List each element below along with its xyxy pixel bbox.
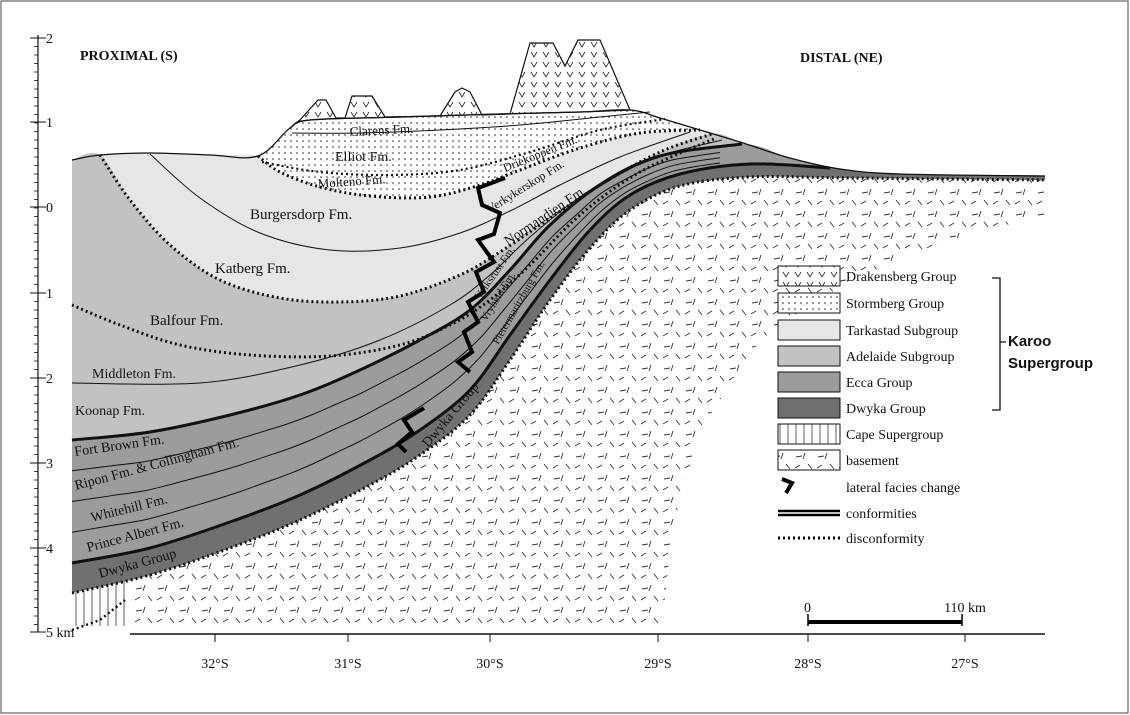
depth-label: 5 km — [46, 626, 75, 641]
legend-label: Ecca Group — [846, 376, 912, 391]
legend-label: disconformity — [846, 532, 925, 547]
distal-label: DISTAL (NE) — [800, 51, 883, 66]
formation-label: Katberg Fm. — [215, 261, 291, 277]
latitude-label: 32°S — [201, 657, 228, 672]
legend-label: Tarkastad Subgroup — [846, 324, 958, 339]
legend-swatch — [778, 266, 840, 286]
latitude-label: 29°S — [644, 657, 671, 672]
legend-swatch — [778, 398, 840, 418]
legend-label: conformities — [846, 507, 917, 522]
depth-label: 2 — [46, 372, 53, 387]
legend-swatch — [778, 293, 840, 313]
formation-label: Burgersdorp Fm. — [250, 207, 352, 223]
legend-label: basement — [846, 454, 899, 469]
bracket-label: Karoo — [1008, 333, 1051, 350]
legend-swatch — [778, 320, 840, 340]
legend-label: Stormberg Group — [846, 297, 944, 312]
depth-label: 1 — [46, 116, 53, 131]
formation-label: Balfour Fm. — [150, 313, 223, 329]
formation-label: Middleton Fm. — [92, 367, 176, 382]
depth-label: 0 — [46, 201, 53, 216]
legend-swatch — [778, 450, 840, 470]
proximal-label: PROXIMAL (S) — [80, 49, 178, 64]
latitude-label: 28°S — [794, 657, 821, 672]
body: PROXIMAL (S) DISTAL (NE) Clarens Fm.Elli… — [0, 0, 1130, 715]
latitude-label: 30°S — [476, 657, 503, 672]
legend-swatch — [778, 372, 840, 392]
formation-label: Koonap Fm. — [75, 404, 145, 419]
legend-label: Cape Supergroup — [846, 428, 943, 443]
legend-swatch — [778, 346, 840, 366]
bracket-label: Supergroup — [1008, 355, 1093, 372]
diagram: PROXIMAL (S) DISTAL (NE) Clarens Fm.Elli… — [0, 0, 1130, 715]
latitude-label: 31°S — [334, 657, 361, 672]
legend-label: Adelaide Subgroup — [846, 350, 954, 365]
formation-label: Elliot Fm. — [335, 150, 392, 165]
legend-label: Dwyka Group — [846, 402, 926, 417]
latitude-label: 27°S — [951, 657, 978, 672]
legend-swatch — [778, 424, 840, 444]
scale-start: 0 — [804, 601, 811, 616]
depth-label: 3 — [46, 457, 53, 472]
depth-label: 1 — [46, 287, 53, 302]
depth-label: 4 — [46, 542, 53, 557]
page: Karoo cross-section {"header": {"left": … — [0, 0, 1130, 715]
scale-end-label: 110 km — [944, 601, 986, 616]
legend-label: Drakensberg Group — [846, 270, 957, 285]
legend-label: lateral facies change — [846, 481, 960, 496]
depth-label: 2 — [46, 32, 53, 47]
